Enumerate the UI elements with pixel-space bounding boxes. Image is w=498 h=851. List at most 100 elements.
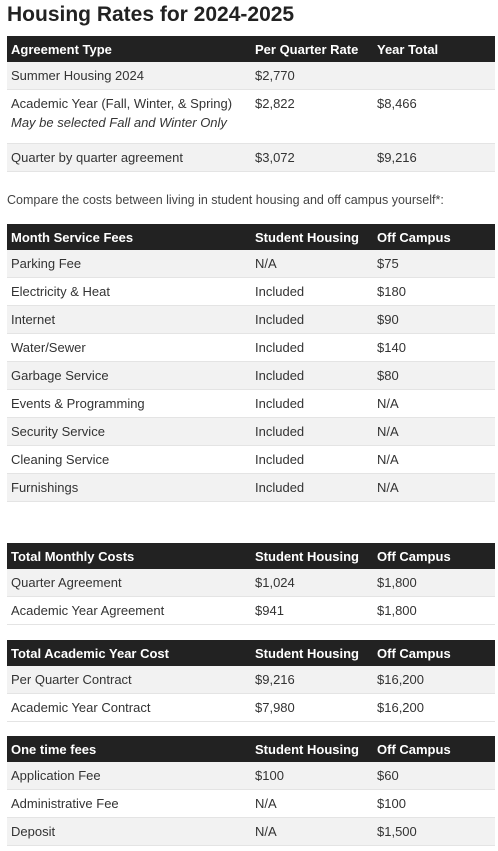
table-cell: N/A bbox=[373, 445, 495, 474]
table-container: Month Service Fees Student Housing Off Cam… bbox=[7, 224, 495, 502]
table-cell: Deposit bbox=[7, 817, 251, 846]
table-row: Furnishings Included N/A bbox=[7, 473, 495, 502]
cell-text: Academic Year (Fall, Winter, & Spring) bbox=[11, 96, 233, 111]
table-cell: $3,072 bbox=[251, 143, 373, 172]
table-cell: $16,200 bbox=[373, 666, 495, 694]
table-cell: N/A bbox=[251, 817, 373, 846]
table-cell: $60 bbox=[373, 762, 495, 790]
table-cell: N/A bbox=[373, 473, 495, 502]
page-title: Housing Rates for 2024-2025 bbox=[7, 3, 295, 26]
header-cell: Total Monthly Costs bbox=[7, 543, 251, 569]
table-cell: N/A bbox=[251, 789, 373, 818]
table: Total Academic Year Cost Student Housing O… bbox=[7, 640, 495, 722]
empty-cell bbox=[373, 62, 495, 90]
table-cell: $180 bbox=[373, 277, 495, 306]
table-cell: N/A bbox=[251, 250, 373, 278]
header-cell: Per Quarter Rate bbox=[251, 36, 373, 62]
table-row: Deposit N/A $1,500 bbox=[7, 817, 495, 846]
table-cell: $2,822 bbox=[251, 89, 373, 144]
header-row: Total Academic Year Cost Student Housing O… bbox=[7, 640, 495, 666]
table-cell: Garbage Service bbox=[7, 361, 251, 390]
table-cell: $941 bbox=[251, 596, 373, 625]
table-row: Cleaning Service Included N/A bbox=[7, 445, 495, 474]
table: Month Service Fees Student Housing Off Cam… bbox=[7, 224, 495, 502]
header-cell: Off Campus bbox=[373, 640, 495, 666]
header-cell: Off Campus bbox=[373, 543, 495, 569]
table-cell: N/A bbox=[373, 389, 495, 418]
table: Total Monthly Costs Student Housing Off Ca… bbox=[7, 543, 495, 625]
table-cell: $8,466 bbox=[373, 89, 495, 144]
table-container: Agreement Type Per Quarter Rate Year Total… bbox=[7, 36, 495, 172]
header-cell: Agreement Type bbox=[7, 36, 251, 62]
header-row: Total Monthly Costs Student Housing Off Ca… bbox=[7, 543, 495, 569]
table-row: Academic Year Contract $7,980 $16,200 bbox=[7, 693, 495, 722]
table-row: Administrative Fee N/A $100 bbox=[7, 789, 495, 818]
header-row: One time fees Student Housing Off Campus bbox=[7, 736, 495, 762]
table-cell: Included bbox=[251, 305, 373, 334]
table-container: One time fees Student Housing Off Campus Ap… bbox=[7, 736, 495, 846]
table-cell: $16,200 bbox=[373, 693, 495, 722]
table-row: Internet Included $90 bbox=[7, 305, 495, 334]
table-cell: Internet bbox=[7, 305, 251, 334]
table-cell: $75 bbox=[373, 250, 495, 278]
table-cell: $80 bbox=[373, 361, 495, 390]
table-cell: Application Fee bbox=[7, 762, 251, 790]
table-cell: Included bbox=[251, 361, 373, 390]
table-cell: $9,216 bbox=[373, 143, 495, 172]
table-cell: $1,500 bbox=[373, 817, 495, 846]
table-cell: $9,216 bbox=[251, 666, 373, 694]
table-cell: Per Quarter Contract bbox=[7, 666, 251, 694]
header-cell: Student Housing bbox=[251, 736, 373, 762]
header-cell: Student Housing bbox=[251, 640, 373, 666]
table-cell: $1,800 bbox=[373, 596, 495, 625]
header-cell: Student Housing bbox=[251, 224, 373, 250]
table-row: Electricity & Heat Included $180 bbox=[7, 277, 495, 306]
table-cell: $1,800 bbox=[373, 569, 495, 597]
table-row: Academic Year (Fall, Winter, & Spring) Ma… bbox=[7, 89, 495, 144]
table-row: Quarter by quarter agreement $3,072 $9,216 bbox=[7, 143, 495, 172]
header-cell: Off Campus bbox=[373, 224, 495, 250]
table-cell: $7,980 bbox=[251, 693, 373, 722]
table-cell: Included bbox=[251, 473, 373, 502]
table-cell: Summer Housing 2024 bbox=[7, 62, 251, 90]
table-cell: Administrative Fee bbox=[7, 789, 251, 818]
header-cell: Student Housing bbox=[251, 543, 373, 569]
table-cell: Electricity & Heat bbox=[7, 277, 251, 306]
table-cell: Included bbox=[251, 417, 373, 446]
table-cell: Academic Year (Fall, Winter, & Spring) Ma… bbox=[7, 89, 251, 144]
table-cell: Academic Year Contract bbox=[7, 693, 251, 722]
table-cell: Events & Programming bbox=[7, 389, 251, 418]
table-cell: Academic Year Agreement bbox=[7, 596, 251, 625]
table-cell: N/A bbox=[373, 417, 495, 446]
intro-text: Compare the costs between living in stud… bbox=[7, 193, 444, 207]
table: One time fees Student Housing Off Campus Ap… bbox=[7, 736, 495, 846]
cell-note: May be selected Fall and Winter Only bbox=[11, 115, 227, 130]
table-container: Total Monthly Costs Student Housing Off Ca… bbox=[7, 543, 495, 625]
header-cell: One time fees bbox=[7, 736, 251, 762]
table-cell: Included bbox=[251, 277, 373, 306]
table-cell: Included bbox=[251, 445, 373, 474]
table-cell: Furnishings bbox=[7, 473, 251, 502]
table-cell: Security Service bbox=[7, 417, 251, 446]
header-cell: Year Total bbox=[373, 36, 495, 62]
table-row: Academic Year Agreement $941 $1,800 bbox=[7, 596, 495, 625]
table-row: Application Fee $100 $60 bbox=[7, 762, 495, 790]
table-row: Events & Programming Included N/A bbox=[7, 389, 495, 418]
table-row: Security Service Included N/A bbox=[7, 417, 495, 446]
table-row: Parking Fee N/A $75 bbox=[7, 250, 495, 278]
table-cell: $2,770 bbox=[251, 62, 373, 90]
table-cell: Included bbox=[251, 333, 373, 362]
table-cell: Cleaning Service bbox=[7, 445, 251, 474]
table-cell: Water/Sewer bbox=[7, 333, 251, 362]
table-row: Garbage Service Included $80 bbox=[7, 361, 495, 390]
header-row: Month Service Fees Student Housing Off Cam… bbox=[7, 224, 495, 250]
table-cell: $100 bbox=[373, 789, 495, 818]
table-cell: $100 bbox=[251, 762, 373, 790]
table-cell: $140 bbox=[373, 333, 495, 362]
header-row: Agreement Type Per Quarter Rate Year Total bbox=[7, 36, 495, 62]
table-row: Per Quarter Contract $9,216 $16,200 bbox=[7, 666, 495, 694]
table-cell: Included bbox=[251, 389, 373, 418]
header-cell: Total Academic Year Cost bbox=[7, 640, 251, 666]
table-row: Quarter Agreement $1,024 $1,800 bbox=[7, 569, 495, 597]
